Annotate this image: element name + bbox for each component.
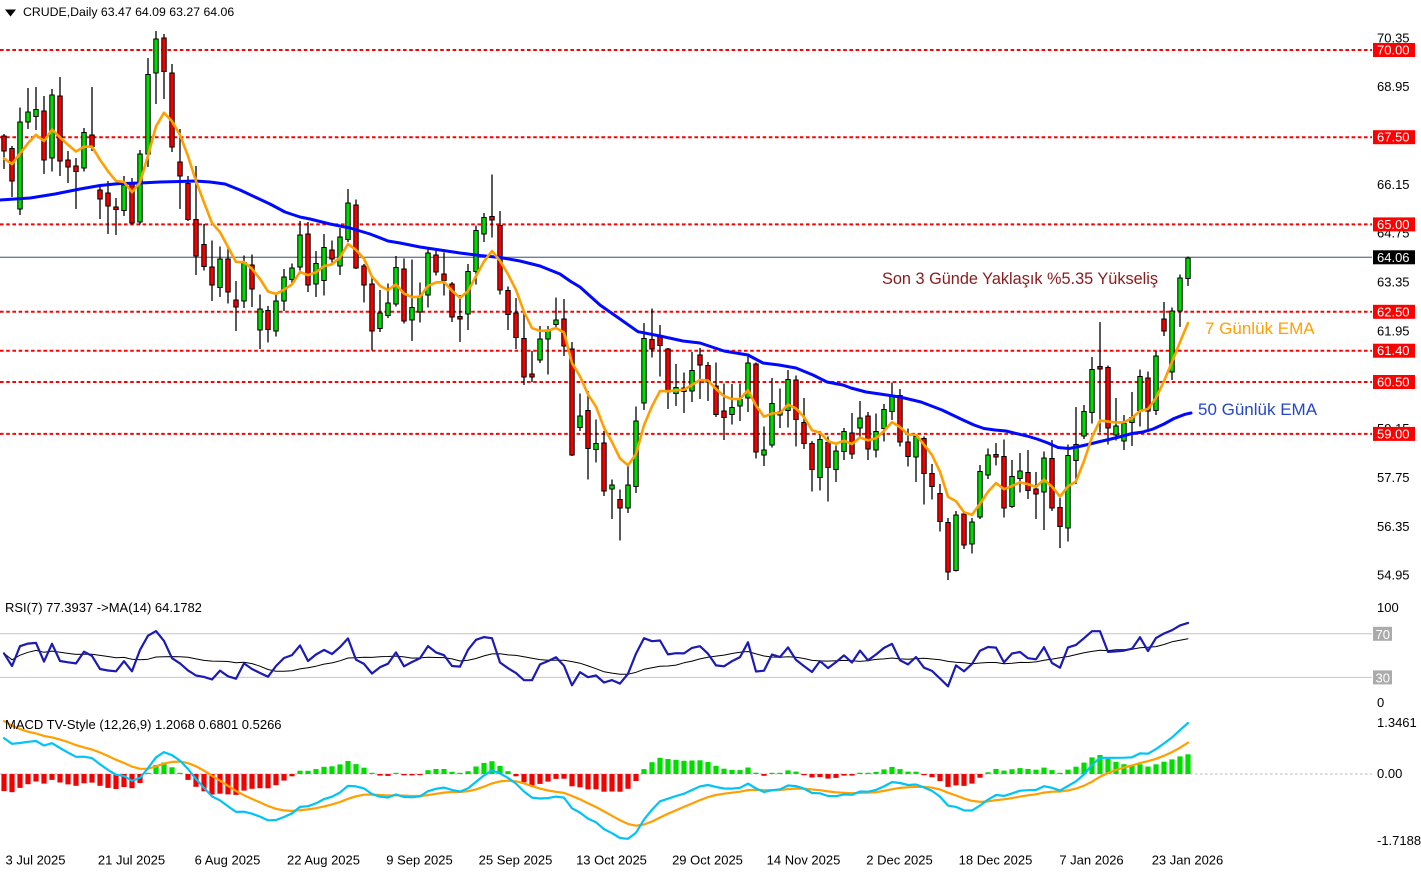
svg-text:18 Dec 2025: 18 Dec 2025 — [959, 853, 1033, 868]
svg-text:6 Aug 2025: 6 Aug 2025 — [195, 853, 261, 868]
svg-text:30: 30 — [1376, 670, 1390, 685]
svg-text:22 Aug 2025: 22 Aug 2025 — [287, 853, 360, 868]
svg-text:64.06: 64.06 — [1377, 250, 1410, 265]
svg-text:70.35: 70.35 — [1377, 30, 1410, 45]
svg-text:68.95: 68.95 — [1377, 79, 1410, 94]
svg-text:Son 3 Günde Yaklaşık %5.35 Yük: Son 3 Günde Yaklaşık %5.35 Yükseliş — [882, 270, 1158, 288]
svg-text:2 Dec 2025: 2 Dec 2025 — [866, 853, 933, 868]
svg-text:29 Oct 2025: 29 Oct 2025 — [672, 853, 743, 868]
svg-text:70.00: 70.00 — [1377, 43, 1410, 58]
svg-text:61.40: 61.40 — [1377, 343, 1410, 358]
svg-text:54.95: 54.95 — [1377, 568, 1410, 583]
svg-text:62.50: 62.50 — [1377, 304, 1410, 319]
svg-text:60.50: 60.50 — [1377, 375, 1410, 390]
svg-text:21 Jul 2025: 21 Jul 2025 — [98, 853, 165, 868]
svg-text:0.00: 0.00 — [1377, 766, 1402, 781]
svg-text:14 Nov 2025: 14 Nov 2025 — [767, 853, 841, 868]
svg-text:59.00: 59.00 — [1377, 426, 1410, 441]
svg-text:23 Jan 2026: 23 Jan 2026 — [1152, 853, 1224, 868]
svg-text:67.50: 67.50 — [1377, 130, 1410, 145]
svg-text:13 Oct 2025: 13 Oct 2025 — [576, 853, 647, 868]
svg-text:3 Jul 2025: 3 Jul 2025 — [6, 853, 66, 868]
svg-text:65.00: 65.00 — [1377, 217, 1410, 232]
svg-text:9 Sep 2025: 9 Sep 2025 — [386, 853, 453, 868]
svg-text:7 Jan 2026: 7 Jan 2026 — [1059, 853, 1123, 868]
svg-text:70: 70 — [1376, 627, 1390, 642]
svg-text:MACD TV-Style (12,26,9) 1.2068: MACD TV-Style (12,26,9) 1.2068 0.6801 0.… — [5, 717, 282, 732]
svg-text:66.15: 66.15 — [1377, 177, 1410, 192]
svg-text:7 Günlük EMA: 7 Günlük EMA — [1205, 319, 1315, 338]
svg-text:-1.7188: -1.7188 — [1377, 833, 1421, 848]
svg-text:RSI(7) 77.3937 ->MA(14) 64.17: RSI(7) 77.3937 ->MA(14) 64.1782 — [5, 600, 202, 615]
svg-text:100: 100 — [1377, 600, 1399, 615]
svg-text:56.35: 56.35 — [1377, 519, 1410, 534]
svg-text:61.95: 61.95 — [1377, 323, 1410, 338]
svg-text:25 Sep 2025: 25 Sep 2025 — [479, 853, 553, 868]
svg-text:CRUDE,Daily 63.47 64.09 63.27: CRUDE,Daily 63.47 64.09 63.27 64.06 — [23, 5, 234, 19]
svg-text:57.75: 57.75 — [1377, 470, 1410, 485]
svg-text:63.35: 63.35 — [1377, 275, 1410, 290]
svg-text:0: 0 — [1377, 695, 1384, 710]
svg-text:1.3461: 1.3461 — [1377, 715, 1417, 730]
svg-text:50 Günlük EMA: 50 Günlük EMA — [1198, 400, 1318, 419]
